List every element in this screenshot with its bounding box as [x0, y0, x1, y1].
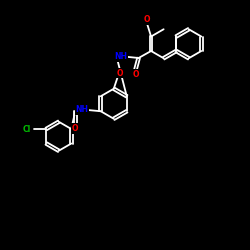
Text: Cl: Cl [22, 124, 31, 134]
Text: NH: NH [76, 106, 88, 114]
Text: O: O [132, 70, 139, 79]
Text: O: O [144, 16, 150, 24]
Text: O: O [72, 124, 78, 133]
Text: NH: NH [114, 52, 127, 61]
Text: O: O [116, 68, 123, 78]
